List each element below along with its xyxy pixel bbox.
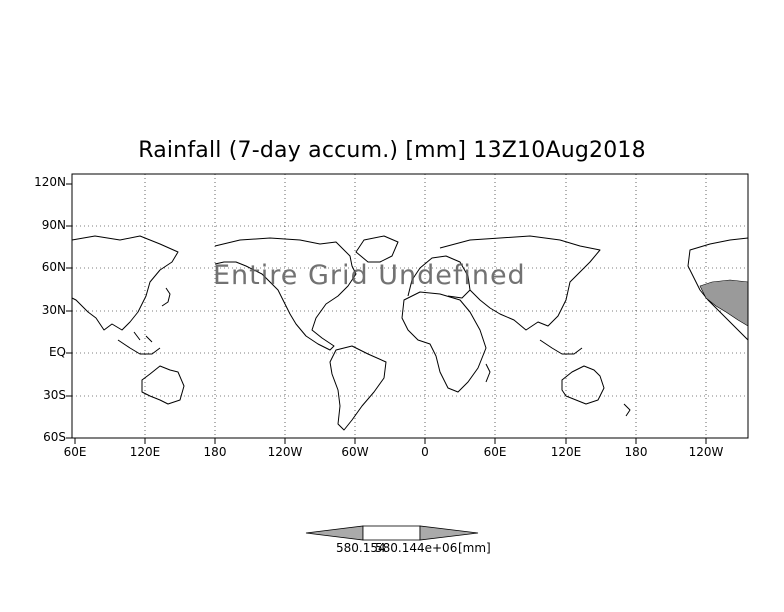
lat-label-30s: 30S	[43, 388, 66, 402]
australia-west-outline	[141, 365, 185, 405]
colorbar-middle	[362, 525, 421, 541]
lon-label-180: 180	[203, 445, 227, 459]
asia-east-outline	[439, 235, 601, 331]
lon-label-120w: 120W	[267, 445, 303, 459]
lat-label-90n: 90N	[41, 218, 66, 232]
lon-label-120e-2: 120E	[550, 445, 582, 459]
watermark-text: Entire Grid Undefined	[213, 260, 526, 291]
plot-frame	[71, 173, 749, 439]
colorbar-left-arrow	[305, 525, 364, 541]
lon-label-180-2: 180	[624, 445, 648, 459]
new-zealand-outline	[623, 403, 631, 417]
north-america-east-outline	[687, 237, 749, 341]
lat-label-30n: 30N	[41, 303, 66, 317]
shaded-rain-region	[699, 279, 749, 327]
lat-label-60s: 60S	[43, 430, 66, 444]
lon-label-120w-2: 120W	[688, 445, 724, 459]
australia-east-outline	[561, 365, 605, 405]
indonesia-east-outline	[539, 339, 583, 355]
lat-label-eq: EQ	[48, 345, 66, 359]
colorbar	[305, 525, 479, 541]
north-america-outline	[214, 237, 357, 351]
map-title: Rainfall (7-day accum.) [mm] 13Z10Aug201…	[138, 138, 646, 163]
indonesia-west-outline	[117, 331, 161, 355]
graticule	[72, 174, 748, 438]
colorbar-label-right: 580.144e+06	[375, 541, 458, 555]
colorbar-right-arrow	[419, 525, 479, 541]
colorbar-units: [mm]	[458, 541, 491, 555]
japan-outline	[161, 287, 171, 307]
lon-label-60e: 60E	[63, 445, 87, 459]
lon-label-60w: 60W	[341, 445, 369, 459]
lat-label-120n: 120N	[34, 175, 66, 189]
south-america-outline	[329, 345, 387, 431]
lon-label-60e-2: 60E	[483, 445, 507, 459]
europe-outline	[407, 255, 471, 299]
madagascar-outline	[485, 363, 491, 383]
lon-label-0: 0	[421, 445, 429, 459]
lat-label-60n: 60N	[41, 260, 66, 274]
tick-marks	[66, 183, 707, 444]
africa-outline	[401, 291, 487, 393]
greenland-outline	[355, 235, 399, 263]
lon-label-120e: 120E	[129, 445, 161, 459]
colorbar-label-left: 580.154	[336, 541, 386, 555]
eurasia-west-outline	[71, 235, 179, 331]
coastlines	[71, 235, 749, 431]
